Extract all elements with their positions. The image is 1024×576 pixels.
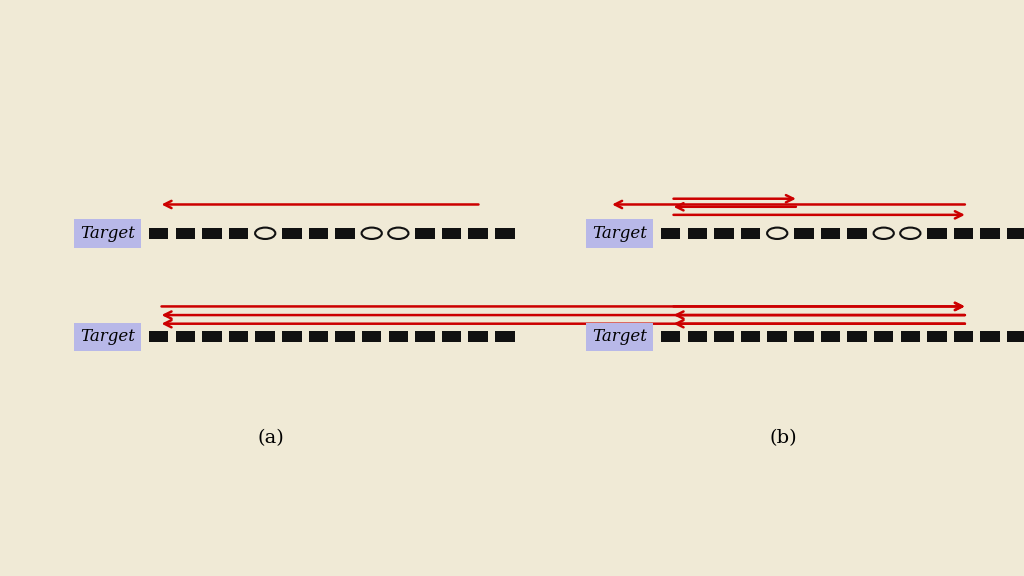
Bar <box>468 332 487 342</box>
Bar <box>715 228 734 239</box>
Bar <box>362 332 381 342</box>
Bar <box>981 228 1000 239</box>
Bar <box>416 332 435 342</box>
Bar <box>662 332 681 342</box>
Bar <box>741 228 760 239</box>
Bar <box>468 228 487 239</box>
Bar <box>228 228 248 239</box>
Bar <box>741 332 760 342</box>
Bar <box>1008 228 1024 239</box>
Bar <box>335 228 354 239</box>
Bar <box>283 228 302 239</box>
Bar <box>228 332 248 342</box>
Bar <box>256 332 274 342</box>
Bar <box>821 228 841 239</box>
Bar <box>688 332 708 342</box>
Text: Target: Target <box>592 225 647 242</box>
Bar <box>795 332 814 342</box>
Bar <box>416 228 435 239</box>
Bar <box>688 228 708 239</box>
Bar <box>335 332 354 342</box>
Bar <box>848 332 866 342</box>
Bar <box>496 332 514 342</box>
Bar <box>715 332 734 342</box>
Bar <box>176 228 195 239</box>
Bar <box>928 332 947 342</box>
Bar <box>795 228 814 239</box>
Bar <box>496 228 514 239</box>
Bar <box>150 332 168 342</box>
Bar <box>202 228 221 239</box>
Bar <box>662 228 681 239</box>
Bar <box>954 228 974 239</box>
Bar <box>202 332 221 342</box>
Bar <box>441 332 461 342</box>
Bar <box>176 332 195 342</box>
Bar <box>928 228 947 239</box>
Bar <box>821 332 841 342</box>
Bar <box>441 228 461 239</box>
Text: (a): (a) <box>258 429 285 447</box>
Text: Target: Target <box>80 225 135 242</box>
Bar <box>981 332 1000 342</box>
Bar <box>768 332 787 342</box>
Text: Target: Target <box>80 328 135 346</box>
Bar <box>874 332 893 342</box>
Bar <box>848 228 866 239</box>
Bar <box>309 332 328 342</box>
Bar <box>309 228 328 239</box>
Bar <box>150 228 168 239</box>
Bar <box>1008 332 1024 342</box>
Text: (b): (b) <box>770 429 797 447</box>
Bar <box>901 332 921 342</box>
Text: Target: Target <box>592 328 647 346</box>
Bar <box>954 332 974 342</box>
Bar <box>389 332 408 342</box>
Bar <box>283 332 302 342</box>
